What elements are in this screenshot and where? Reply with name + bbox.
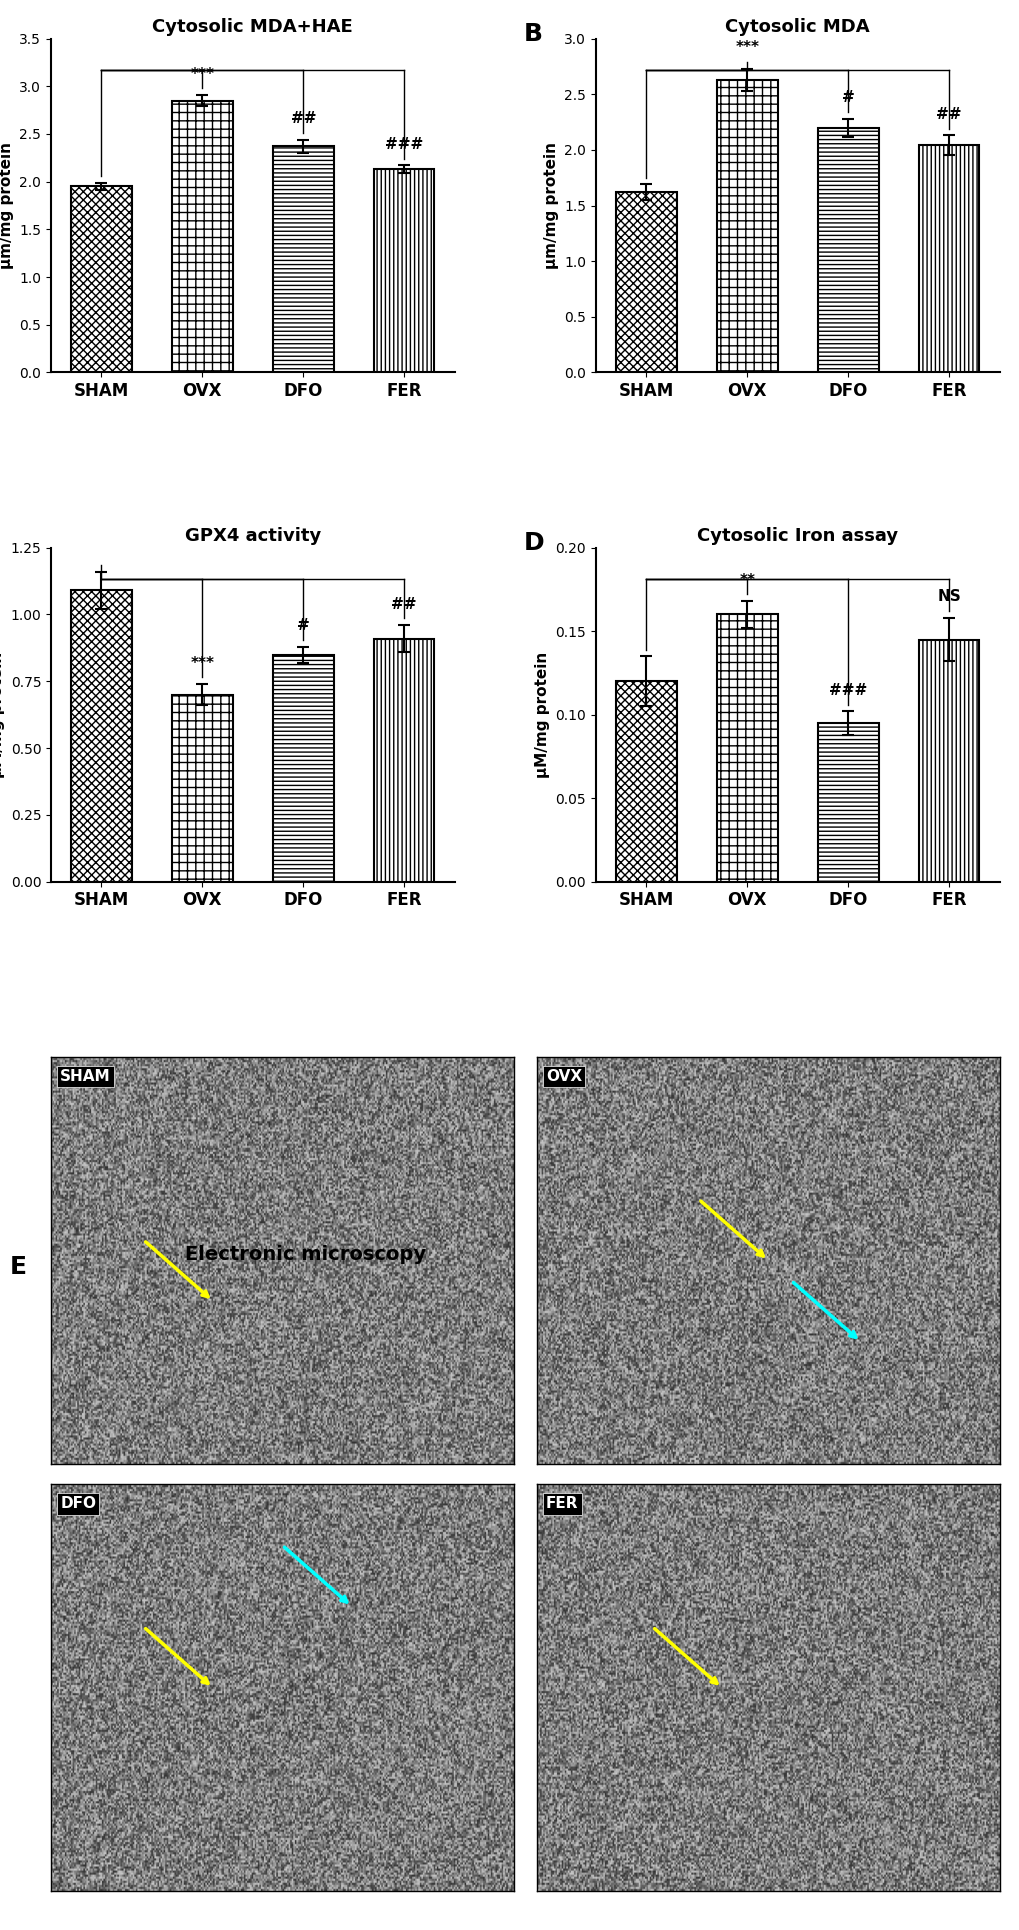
Text: NS: NS <box>936 589 960 604</box>
Y-axis label: μM/mg protein: μM/mg protein <box>534 652 549 778</box>
Text: E: E <box>10 1254 28 1278</box>
Text: ##: ## <box>290 112 316 125</box>
Text: ###: ### <box>385 137 423 152</box>
Bar <box>918 639 978 882</box>
Bar <box>172 100 232 372</box>
Bar <box>273 147 333 372</box>
Text: **: ** <box>739 573 755 589</box>
Bar <box>615 681 676 882</box>
Text: Electronic microscopy: Electronic microscopy <box>185 1245 426 1264</box>
Title: Cytosolic MDA+HAE: Cytosolic MDA+HAE <box>152 17 353 35</box>
Text: ##: ## <box>391 596 417 612</box>
Bar <box>817 127 877 372</box>
Text: DFO: DFO <box>60 1496 96 1511</box>
Title: GPX4 activity: GPX4 activity <box>184 527 321 544</box>
Text: ##: ## <box>935 106 961 122</box>
Bar <box>71 187 131 372</box>
Text: ***: *** <box>735 41 758 56</box>
Y-axis label: μm/mg protein: μm/mg protein <box>0 143 13 268</box>
Text: B: B <box>523 21 542 46</box>
Text: SHAM: SHAM <box>60 1069 111 1085</box>
Bar <box>273 654 333 882</box>
Bar <box>374 170 434 372</box>
Title: Cytosolic Iron assay: Cytosolic Iron assay <box>697 527 898 544</box>
Bar <box>716 79 776 372</box>
Y-axis label: μm/mg protein: μm/mg protein <box>543 143 558 268</box>
Text: ***: *** <box>191 66 214 81</box>
Text: OVX: OVX <box>545 1069 582 1085</box>
Bar <box>817 724 877 882</box>
Text: #: # <box>841 91 854 106</box>
Title: Cytosolic MDA: Cytosolic MDA <box>725 17 869 35</box>
Text: ###: ### <box>828 683 866 699</box>
Text: FER: FER <box>545 1496 578 1511</box>
Bar <box>172 695 232 882</box>
Y-axis label: μM/mg protein: μM/mg protein <box>0 652 5 778</box>
Text: D: D <box>523 531 543 556</box>
Bar <box>71 591 131 882</box>
Bar <box>374 639 434 882</box>
Bar <box>918 145 978 372</box>
Bar <box>615 193 676 372</box>
Text: #: # <box>297 618 310 633</box>
Bar <box>716 614 776 882</box>
Text: ***: *** <box>191 656 214 670</box>
